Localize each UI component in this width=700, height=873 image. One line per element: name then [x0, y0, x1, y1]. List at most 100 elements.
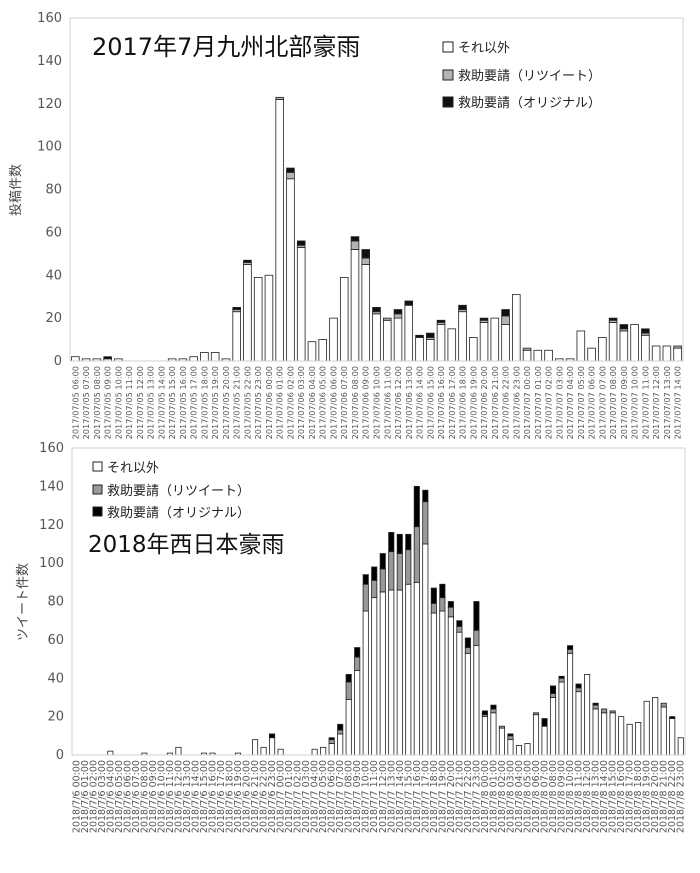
bar-segment-s1	[362, 583, 369, 612]
x-tick-label: 2018/7/7 01:00	[284, 760, 295, 833]
x-tick-label: 2018/7/7 10:00	[361, 760, 372, 833]
bar-segment-s2	[337, 723, 344, 731]
x-tick-label: 2018/7/6 08:00	[139, 760, 150, 833]
x-tick-label: 2018/7/7 07:00	[335, 760, 346, 833]
x-tick-label: 2017/07/06 04:00	[307, 366, 317, 439]
x-tick-label: 2018/7/8 17:00	[625, 760, 636, 833]
bar-segment-s0	[576, 330, 586, 362]
x-tick-label: 2018/7/8 16:00	[616, 760, 627, 833]
bar-segment-s1	[473, 629, 480, 647]
y-axis-label: 投稿件数	[8, 164, 24, 216]
x-tick-label: 2017/07/06 18:00	[458, 366, 468, 439]
bar-segment-s2	[458, 304, 467, 310]
bar-segment-s1	[498, 725, 505, 729]
bar-segment-s1	[456, 626, 463, 633]
bar-segment-s1	[275, 96, 284, 100]
bar-segment-s1	[609, 710, 616, 714]
bar-segment-s1	[673, 345, 682, 349]
x-tick-label: 2018/7/8 13:00	[591, 760, 602, 833]
bar-segment-s0	[524, 743, 531, 756]
bar-segment-s1	[354, 656, 361, 671]
x-tick-label: 2017/07/06 13:00	[404, 366, 414, 439]
bar-segment-s1	[345, 681, 352, 700]
x-tick-label: 2017/07/07 05:00	[576, 366, 586, 439]
bar-segment-s0	[189, 356, 198, 362]
bar-segment-s0	[307, 341, 317, 362]
bar-segment-s2	[103, 356, 112, 360]
bar-segment-s2	[426, 332, 435, 338]
bar-segment-s2	[396, 533, 403, 554]
y-tick-label: 140	[39, 479, 64, 494]
bar-segment-s0	[651, 345, 661, 362]
bar-segment-s0	[393, 317, 403, 362]
bar-segment-s1	[507, 735, 514, 741]
bar-segment-s2	[422, 489, 429, 503]
plot-frame	[69, 17, 684, 362]
bar-segment-s0	[200, 352, 209, 362]
x-tick-label: 2018/7/8 22:00	[667, 760, 678, 833]
bar-segment-s0	[490, 317, 500, 362]
x-tick-label: 2017/07/07 14:00	[673, 366, 683, 439]
x-tick-label: 2017/07/06 21:00	[490, 366, 500, 439]
y-tick-label: 100	[39, 556, 64, 571]
x-tick-label: 2017/07/05 10:00	[113, 366, 123, 439]
bar-segment-s0	[382, 319, 392, 362]
bar-segment-s2	[456, 620, 463, 627]
bar-segment-s1	[522, 347, 532, 351]
bar-segment-s1	[388, 551, 395, 591]
legend: それ以外 救助要請（リツイート） 救助要請（オリジナル）	[442, 41, 601, 111]
bar-segment-s1	[592, 704, 599, 710]
bar-segment-s1	[286, 171, 295, 180]
bar-segment-s0	[232, 311, 241, 362]
x-tick-label: 2017/07/06 15:00	[425, 366, 435, 439]
x-tick-label: 2017/07/07 01:00	[533, 366, 543, 439]
legend-swatch-other	[92, 461, 103, 472]
legend-label-other: それ以外	[458, 41, 510, 56]
x-tick-label: 2017/07/06 11:00	[382, 366, 392, 439]
x-tick-label: 2018/7/8 05:00	[522, 760, 533, 833]
x-tick-label: 2017/07/07 04:00	[565, 366, 575, 439]
x-tick-label: 2018/7/7 11:00	[369, 760, 380, 833]
bar-segment-s0	[275, 99, 284, 362]
x-tick-label: 2018/7/8 21:00	[659, 760, 670, 833]
x-tick-label: 2018/7/7 16:00	[412, 760, 423, 833]
x-tick-label: 2017/07/07 13:00	[662, 366, 672, 439]
bar-segment-s0	[243, 264, 252, 362]
y-tick-label: 160	[39, 441, 64, 456]
x-tick-label: 2018/7/7 21:00	[454, 760, 465, 833]
x-tick-label: 2018/7/7 15:00	[403, 760, 414, 833]
x-tick-label: 2018/7/7 04:00	[310, 760, 321, 833]
y-tick-label: 60	[45, 225, 62, 240]
x-tick-label: 2018/7/7 20:00	[446, 760, 457, 833]
legend-label-retweet: 救助要請（リツイート）	[458, 68, 601, 84]
x-tick-label: 2017/07/06 05:00	[318, 366, 328, 439]
chart-kyushu-2017: 0 20 40 60 80 100 120 140 160 2017/07/05 06:00 20…	[8, 11, 684, 439]
x-tick-label: 2017/07/06 20:00	[479, 366, 489, 439]
bar-segment-s0	[473, 645, 480, 756]
legend-swatch-retweet	[92, 484, 103, 495]
y-tick-label: 20	[45, 311, 62, 326]
bar-segment-s0	[362, 610, 369, 756]
x-tick-label: 2018/7/7 06:00	[327, 760, 338, 833]
x-tick-label: 2018/7/7 22:00	[463, 760, 474, 833]
bar-segment-s2	[388, 532, 395, 553]
bar-segment-s2	[413, 485, 420, 528]
bar-segment-s2	[501, 309, 510, 317]
x-tick-label: 2018/7/6 19:00	[233, 760, 244, 833]
x-tick-label: 2018/7/6 12:00	[173, 760, 184, 833]
bar-segment-s2	[371, 566, 378, 581]
legend: それ以外 救助要請（リツイート） 救助要請（オリジナル）	[92, 461, 250, 521]
bar-segment-s0	[269, 737, 276, 756]
legend-label-other: それ以外	[107, 461, 159, 476]
x-tick-label: 2018/7/8 06:00	[531, 760, 542, 833]
bar-segment-s0	[447, 616, 454, 756]
x-tick-label: 2018/7/6 13:00	[182, 760, 193, 833]
x-tick-label: 2017/07/05 19:00	[210, 366, 220, 439]
x-tick-label: 2018/7/8 08:00	[548, 760, 559, 833]
plot-frame	[71, 447, 686, 756]
y-tick-label: 120	[37, 97, 62, 112]
x-tick-label: 2017/07/06 09:00	[361, 366, 371, 439]
x-tick-label: 2018/7/6 17:00	[216, 760, 227, 833]
bar-segment-s0	[619, 330, 629, 362]
bar-segment-s1	[660, 702, 667, 708]
